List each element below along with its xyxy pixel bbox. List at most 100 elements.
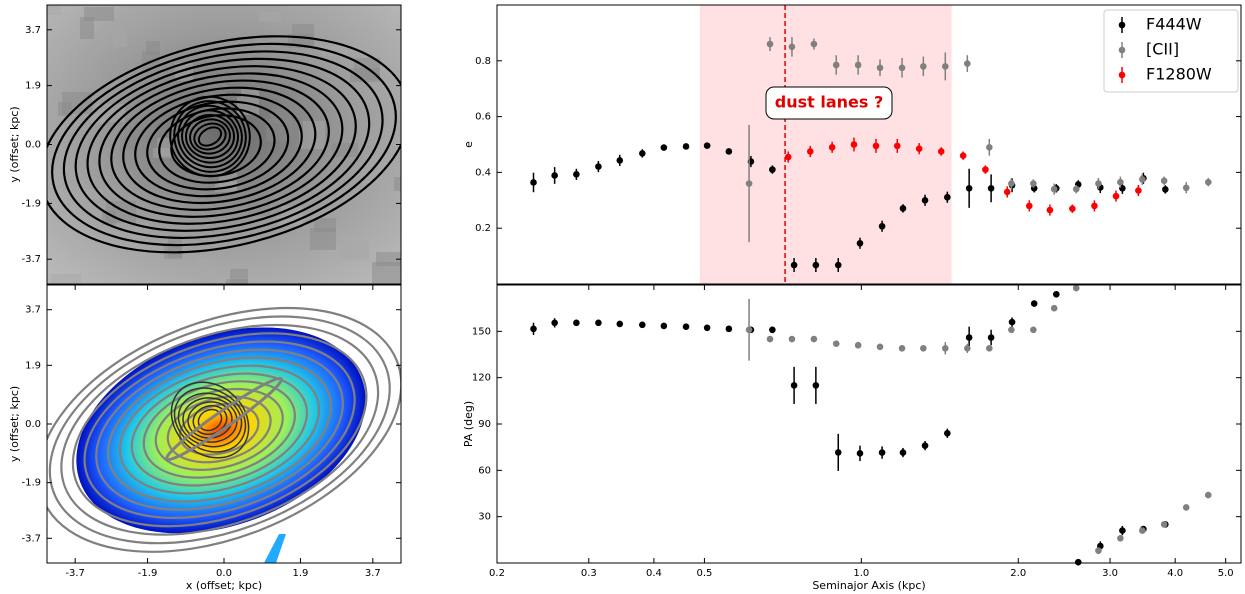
point xyxy=(982,166,989,173)
image-cell xyxy=(259,12,281,22)
x-tick-label: 0.2 xyxy=(489,568,505,579)
point xyxy=(898,345,906,352)
point xyxy=(1182,184,1190,192)
y-tick-label: 0.2 xyxy=(475,223,491,234)
point xyxy=(682,143,690,150)
point xyxy=(725,325,733,333)
point xyxy=(1204,491,1212,499)
point xyxy=(790,261,798,269)
y-tick-label: -3.7 xyxy=(21,254,41,265)
point xyxy=(788,335,796,343)
x-tick-label: -1.9 xyxy=(138,568,158,579)
frame xyxy=(496,4,1242,285)
annotation: dust lanes ? xyxy=(775,93,883,112)
image-cell xyxy=(47,5,61,15)
x-tick-label: 0.4 xyxy=(646,568,662,579)
point xyxy=(898,64,906,72)
point xyxy=(1030,326,1037,334)
shaded-span xyxy=(699,5,952,284)
point xyxy=(921,197,929,204)
point xyxy=(921,442,929,449)
x-tick-label: 2.0 xyxy=(1010,568,1026,579)
point xyxy=(899,205,907,212)
x-tick-label: 4.0 xyxy=(1167,568,1183,579)
isophote xyxy=(164,376,284,462)
y-tick-label: 0.4 xyxy=(475,167,491,178)
point xyxy=(1072,284,1080,292)
isophote xyxy=(86,65,357,225)
isophote xyxy=(62,50,384,240)
point xyxy=(1008,318,1016,326)
point xyxy=(959,152,967,159)
point xyxy=(893,142,901,150)
point xyxy=(986,143,993,151)
y-tick-label: 1.9 xyxy=(25,81,41,92)
point xyxy=(1072,185,1080,193)
point xyxy=(1095,547,1102,554)
image-cell xyxy=(73,189,103,199)
point xyxy=(1204,178,1212,186)
point xyxy=(725,148,733,155)
image xyxy=(47,306,401,563)
isophote xyxy=(47,306,401,553)
isophote xyxy=(182,397,238,443)
point xyxy=(766,40,774,48)
point xyxy=(1074,558,1082,566)
isophote xyxy=(110,79,330,211)
point xyxy=(703,142,711,149)
point xyxy=(1160,177,1168,185)
point xyxy=(941,345,949,352)
point xyxy=(1046,206,1054,214)
point xyxy=(660,144,668,151)
image-cell xyxy=(299,131,325,149)
isophote xyxy=(197,126,223,147)
isophote xyxy=(142,380,296,479)
y-tick-label: 120 xyxy=(472,373,491,384)
point xyxy=(1112,192,1120,200)
point xyxy=(1160,521,1168,528)
y-tick-label: 1.9 xyxy=(25,360,41,371)
image-cell xyxy=(310,228,336,250)
point xyxy=(1139,176,1146,183)
image-cell xyxy=(135,223,149,233)
point xyxy=(856,239,864,247)
isophote xyxy=(106,356,333,503)
y-tick-label: 3.7 xyxy=(25,25,41,36)
image-cell xyxy=(84,7,114,21)
point xyxy=(1030,300,1038,307)
point xyxy=(964,345,971,352)
isophote xyxy=(189,118,231,155)
point xyxy=(790,382,798,389)
point xyxy=(856,450,864,457)
plot-area xyxy=(530,37,1212,273)
image-cell xyxy=(314,218,336,232)
point xyxy=(530,325,537,333)
y-tick-label: 0.8 xyxy=(475,56,491,67)
point xyxy=(920,63,927,70)
point xyxy=(944,429,951,437)
point xyxy=(899,449,907,456)
point xyxy=(878,222,886,230)
point xyxy=(703,324,711,332)
image-cell xyxy=(124,126,138,148)
image-cell xyxy=(146,41,160,55)
image-cell xyxy=(51,274,81,284)
point xyxy=(639,150,646,157)
point xyxy=(1050,185,1058,193)
image-cell xyxy=(343,240,369,258)
point xyxy=(854,61,862,69)
isophote xyxy=(170,381,250,459)
isophote xyxy=(83,340,356,519)
point xyxy=(876,343,884,351)
point xyxy=(964,60,971,67)
point xyxy=(1117,178,1124,186)
isophote xyxy=(158,107,276,184)
isophote xyxy=(47,35,401,254)
image-cell xyxy=(372,262,401,284)
isophote xyxy=(98,72,344,218)
point xyxy=(745,326,753,334)
image-cell xyxy=(193,267,215,284)
point xyxy=(832,340,840,347)
image-cell xyxy=(387,70,401,88)
point xyxy=(595,319,602,327)
